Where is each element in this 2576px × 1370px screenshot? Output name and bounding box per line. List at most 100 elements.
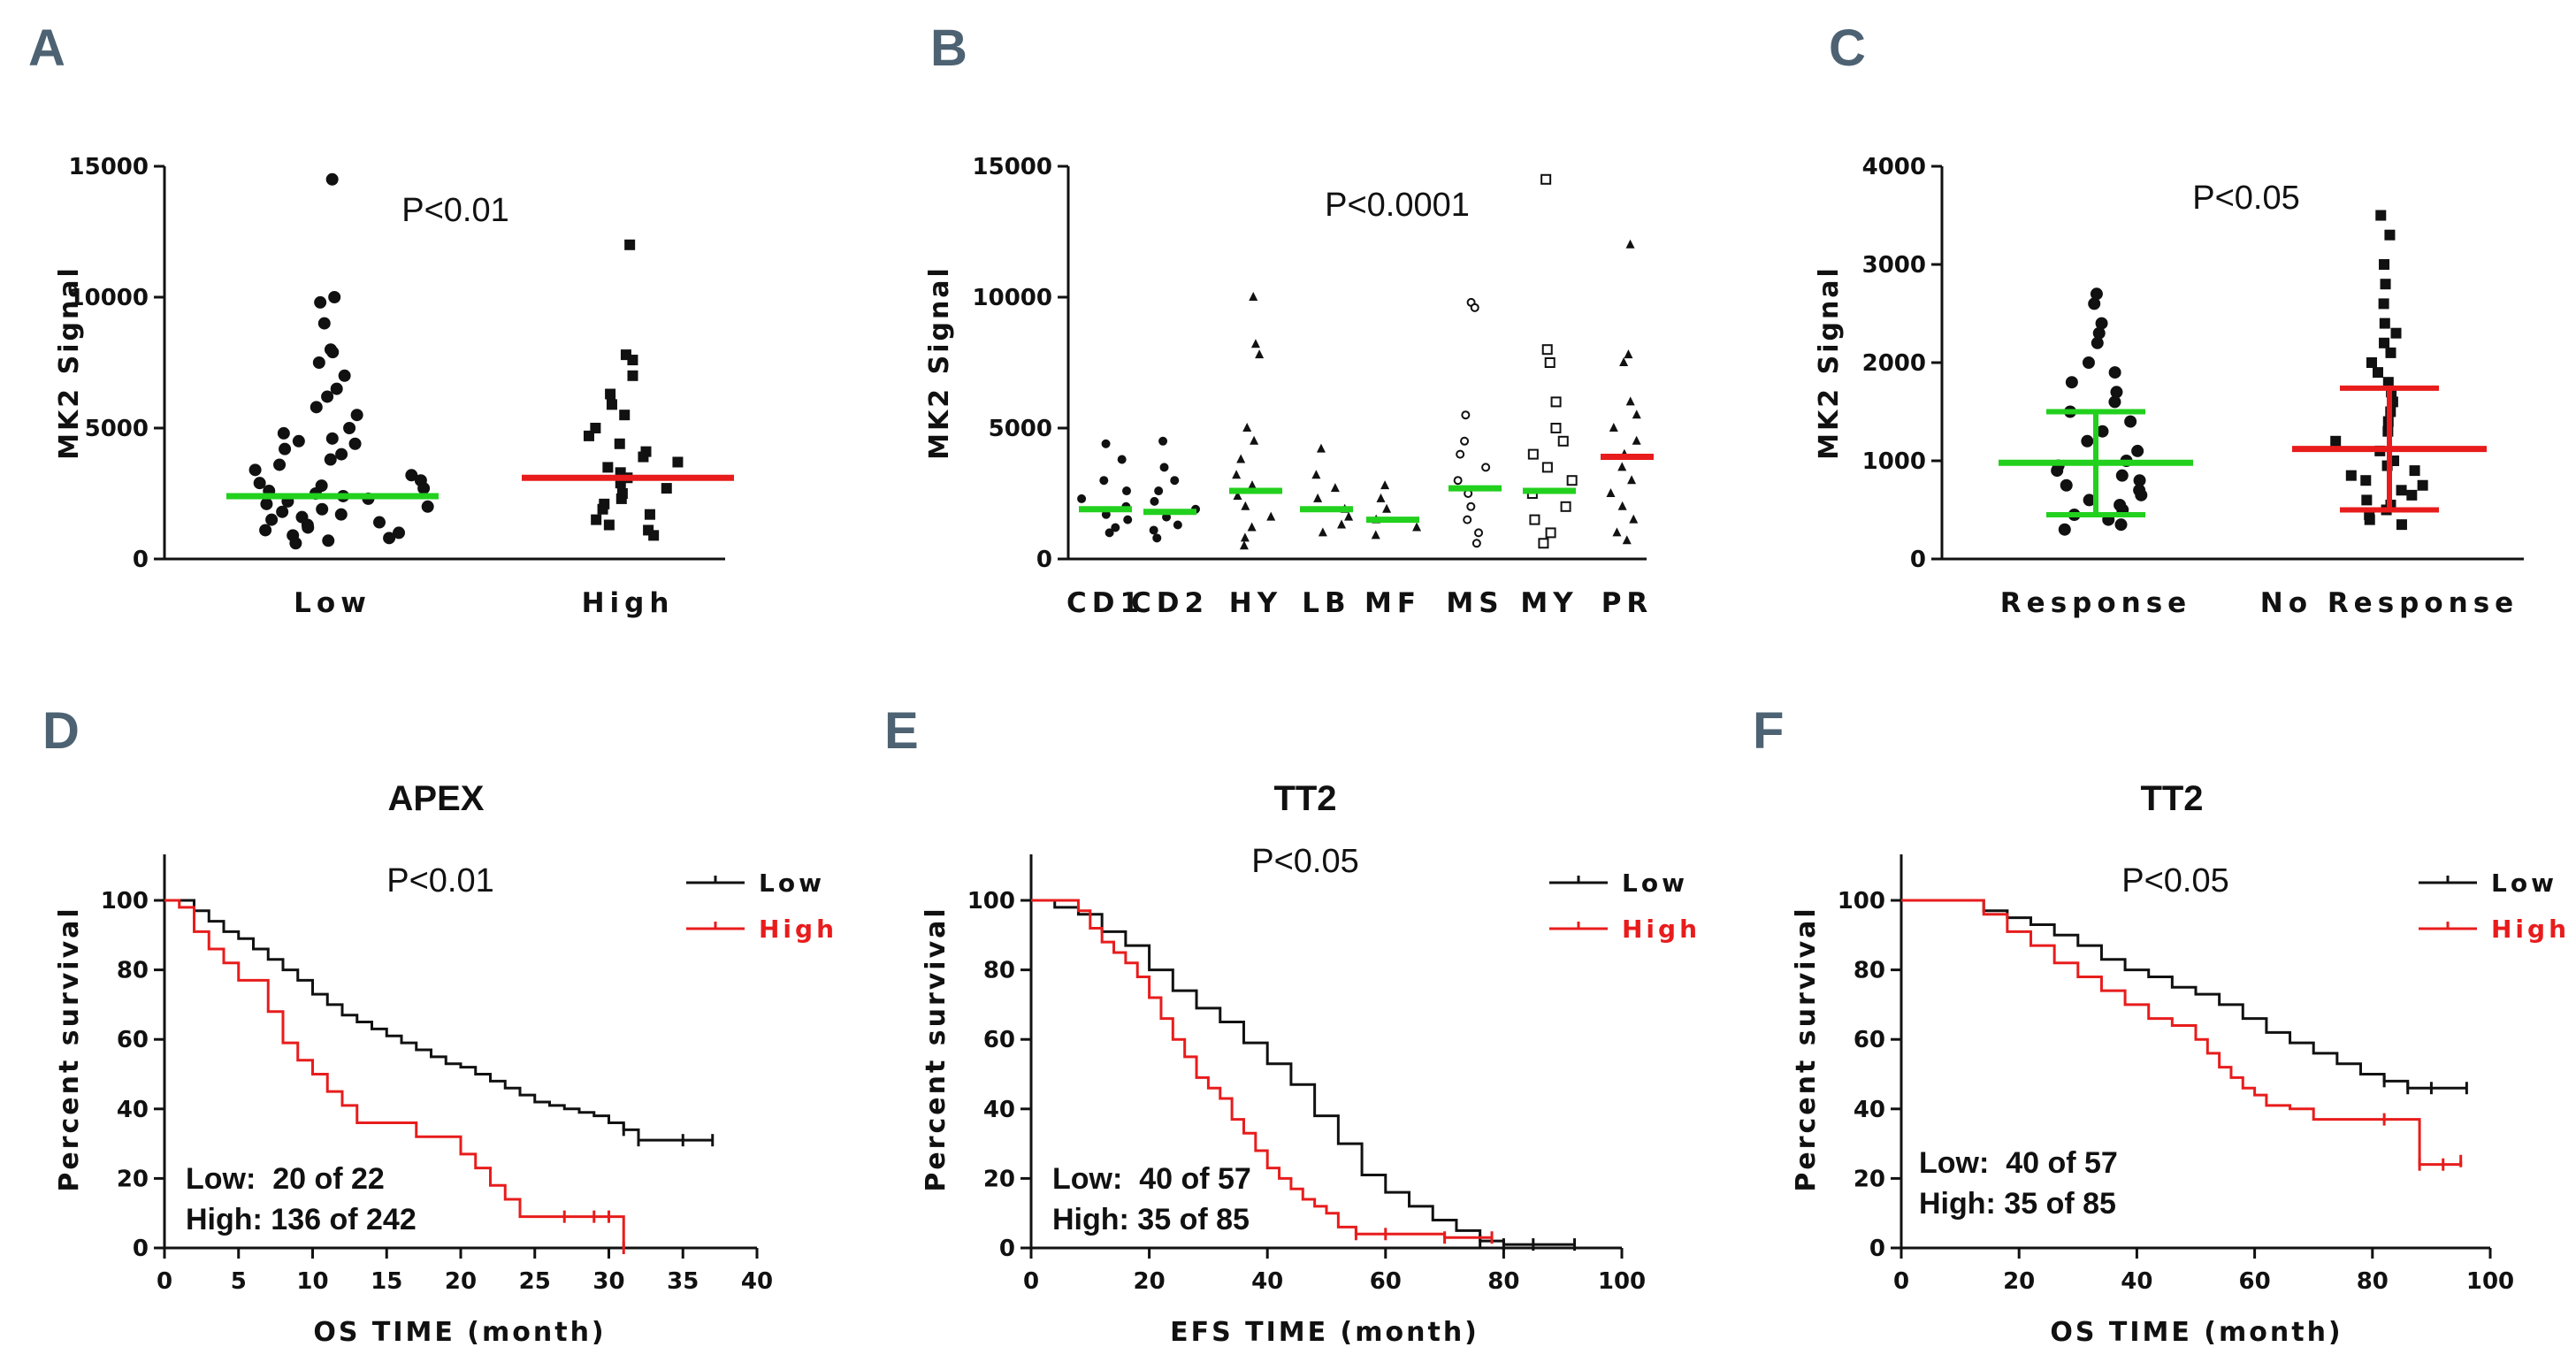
x-tick-label: 20: [445, 1268, 477, 1295]
data-point: [1544, 357, 1556, 368]
y-tick-label: 80: [983, 958, 1015, 984]
data-point: [1371, 530, 1380, 540]
panel-f-p-value: P<0.05: [2121, 862, 2229, 899]
data-point: [373, 516, 386, 529]
panel-f-y-ticks: 0 20 40 60 80 100: [1838, 888, 1901, 1262]
data-point: [1236, 454, 1246, 463]
category-label: MF: [1364, 587, 1421, 619]
data-point: [1560, 501, 1571, 512]
data-point: [591, 514, 602, 525]
data-point: [273, 458, 287, 471]
panel-e-x-ticks: 0 20 40 60 80 100: [1023, 1248, 1646, 1295]
data-point: [1330, 483, 1340, 493]
data-point: [1632, 409, 1641, 419]
data-point: [1318, 527, 1327, 537]
data-point: [1566, 475, 1578, 486]
data-point: [383, 532, 396, 545]
data-point: [2096, 425, 2109, 438]
survival-curve-high: [1901, 899, 2463, 1167]
panel-f: TT2 Percent survival OS TIME (month) P<0…: [1791, 779, 2566, 1348]
data-point: [1233, 490, 1242, 500]
panel-a-categories: Low High: [294, 587, 669, 619]
panel-e-y-ticks: 0 20 40 60 80 100: [967, 888, 1031, 1262]
data-point: [2131, 444, 2144, 457]
x-tick-label: 40: [1251, 1268, 1283, 1295]
data-point: [2360, 475, 2372, 486]
y-tick-label: 0: [1036, 547, 1052, 573]
data-point: [1121, 486, 1131, 496]
data-point: [1456, 449, 1465, 459]
y-tick-label: 60: [117, 1027, 149, 1053]
panel-d-y-label: Percent survival: [54, 906, 85, 1191]
data-point: [1173, 520, 1182, 530]
data-point: [2124, 415, 2137, 428]
legend-label: Low: [1622, 869, 1688, 898]
panel-b-p-value: P<0.0001: [1325, 187, 1470, 224]
data-point: [316, 502, 329, 516]
data-point: [1550, 396, 1562, 408]
y-tick-label: 5000: [85, 416, 149, 442]
panel-a-means: [226, 474, 734, 500]
data-point: [1247, 522, 1257, 532]
data-point: [2082, 356, 2095, 369]
data-point: [1541, 462, 1553, 473]
x-tick-label: 80: [2357, 1268, 2389, 1295]
data-point: [334, 508, 348, 521]
x-tick-label: 25: [519, 1268, 551, 1295]
data-point: [1557, 435, 1569, 447]
y-tick-label: 1000: [1862, 448, 1926, 475]
data-point: [615, 493, 627, 504]
data-point: [2108, 366, 2121, 379]
panel-d-y-ticks: 0 20 40 60 80 100: [101, 888, 164, 1262]
survival-curve-low: [1031, 899, 1575, 1246]
panel-d-x-label: OS TIME (month): [313, 1317, 606, 1348]
data-point: [1481, 463, 1491, 472]
panel-d-curves: [164, 899, 715, 1254]
panel-e-curves: [1031, 899, 1577, 1251]
x-tick-label: 100: [1598, 1268, 1646, 1295]
y-tick-label: 15000: [69, 154, 149, 180]
panel-e: TT2 Percent survival EFS TIME (month) P<…: [921, 779, 1697, 1348]
data-point: [1111, 523, 1120, 532]
data-point: [627, 355, 638, 366]
y-tick-label: 40: [1854, 1097, 1885, 1123]
data-point: [1471, 539, 1481, 548]
data-point: [1617, 462, 1627, 471]
y-tick-label: 40: [983, 1097, 1015, 1123]
data-point: [1232, 470, 1242, 479]
data-point: [648, 530, 660, 541]
data-point: [2058, 523, 2071, 536]
data-point: [1380, 480, 1390, 490]
data-point: [624, 239, 636, 250]
data-point: [1337, 519, 1347, 529]
y-tick-label: 15000: [973, 154, 1052, 180]
panel-d: APEX Percent survival OS TIME (month) P<…: [54, 779, 834, 1348]
data-point: [1629, 514, 1639, 524]
panel-e-annotation-low: Low: 40 of 57: [1052, 1162, 1251, 1196]
data-point: [672, 456, 684, 468]
data-point: [1159, 463, 1169, 472]
data-point: [603, 519, 615, 531]
data-point: [2088, 297, 2101, 310]
x-tick-label: 0: [157, 1268, 172, 1295]
data-point: [2083, 494, 2096, 507]
data-point: [606, 399, 617, 410]
data-point: [328, 291, 341, 303]
data-point: [1617, 501, 1627, 510]
y-tick-label: 0: [1869, 1236, 1885, 1262]
data-point: [1529, 514, 1540, 525]
data-point: [2364, 514, 2375, 525]
data-point: [605, 388, 616, 400]
x-tick-label: 20: [1134, 1268, 1166, 1295]
data-point: [1625, 396, 1635, 406]
data-point: [2081, 434, 2094, 448]
data-point: [317, 317, 331, 330]
data-point: [2065, 376, 2078, 389]
x-tick-label: 80: [1487, 1268, 1519, 1295]
panel-e-p-value: P<0.05: [1251, 843, 1359, 880]
y-tick-label: 100: [967, 888, 1015, 915]
data-point: [2378, 298, 2389, 310]
panel-b-means: [1079, 454, 1654, 524]
data-point: [324, 453, 337, 466]
